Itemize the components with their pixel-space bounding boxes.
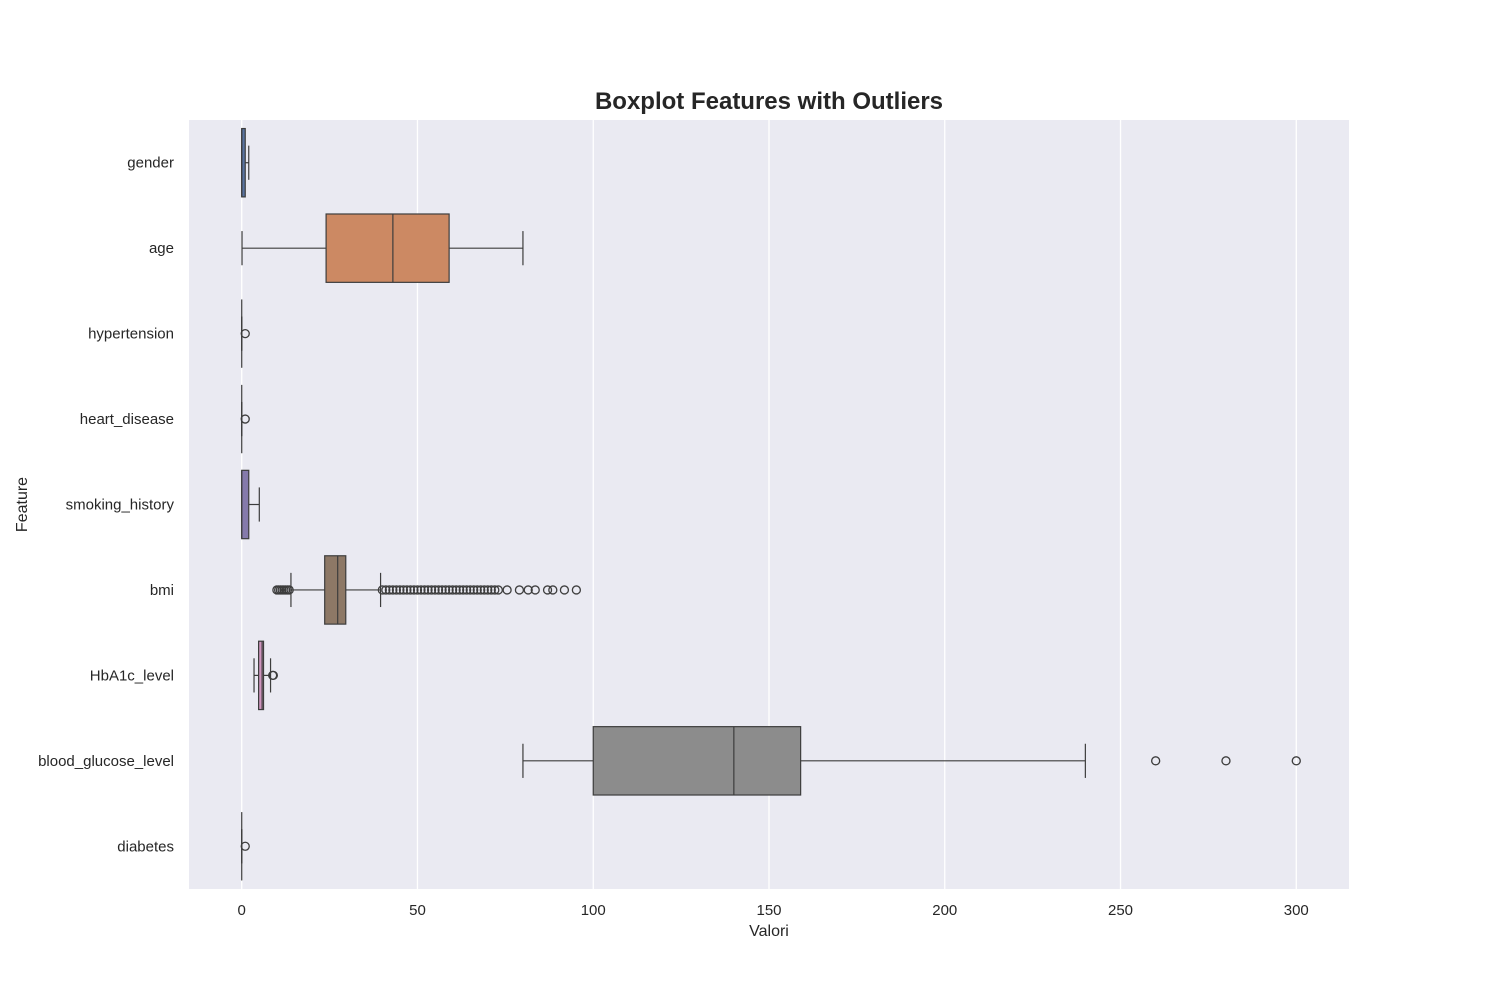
outlier-point — [1221, 756, 1231, 766]
box-blood-glucose-level — [522, 726, 1301, 796]
x-tick-label: 50 — [409, 902, 426, 919]
box-gender — [241, 127, 250, 198]
box-age — [241, 213, 524, 283]
y-tick-label: hypertension — [88, 326, 174, 343]
box-hypertension — [240, 299, 250, 368]
outlier-point — [559, 585, 570, 595]
outlier-point — [493, 585, 503, 595]
box-iqr — [241, 469, 250, 540]
y-tick-label: blood_glucose_level — [38, 753, 174, 770]
box-iqr — [592, 726, 802, 796]
box-iqr — [258, 640, 265, 711]
outlier-point — [483, 585, 493, 595]
outlier-point — [416, 585, 426, 595]
outlier-point — [437, 585, 447, 595]
y-tick-label: diabetes — [117, 838, 174, 855]
outlier-point — [514, 585, 525, 595]
outlier-point — [268, 670, 279, 681]
y-tick-label: gender — [127, 155, 174, 172]
outlier-point — [391, 585, 402, 595]
outlier-point — [412, 585, 423, 595]
outlier-point — [398, 585, 409, 595]
outlier-point — [1291, 756, 1301, 766]
outlier-point — [284, 585, 294, 595]
outlier-point — [548, 585, 558, 595]
outlier-point — [458, 585, 468, 595]
outlier-point — [571, 585, 582, 595]
outlier-point — [240, 841, 250, 851]
x-tick-label: 250 — [1108, 902, 1133, 919]
box-iqr — [324, 555, 347, 625]
y-tick-label: bmi — [150, 582, 174, 599]
outlier-point — [451, 585, 461, 595]
outlier-point — [423, 585, 433, 595]
outlier-point — [384, 585, 395, 595]
y-tick-label: smoking_history — [66, 497, 175, 514]
x-tick-label: 150 — [756, 902, 781, 919]
box-iqr — [325, 213, 450, 283]
outlier-point — [502, 585, 512, 595]
outlier-point — [479, 585, 489, 595]
outlier-point — [542, 585, 553, 595]
outlier-point — [490, 585, 500, 595]
outlier-point — [405, 585, 416, 595]
x-tick-label: 200 — [932, 902, 957, 919]
x-tick-label: 300 — [1284, 902, 1309, 919]
y-tick-label: age — [149, 240, 174, 257]
outlier-point — [472, 585, 482, 595]
x-tick-label: 0 — [238, 902, 246, 919]
y-tick-label: HbA1c_level — [90, 667, 174, 684]
outlier-point — [426, 585, 437, 595]
x-axis-label: Valori — [749, 923, 789, 940]
box-bmi — [272, 555, 582, 625]
outlier-point — [409, 585, 419, 595]
outlier-point — [377, 585, 387, 595]
outlier-point — [469, 585, 479, 595]
box-diabetes — [240, 812, 250, 881]
outlier-point — [1151, 756, 1161, 766]
outlier-point — [444, 585, 454, 595]
y-tick-label: heart_disease — [80, 411, 174, 428]
chart-title: Boxplot Features with Outliers — [594, 88, 944, 115]
outlier-point — [476, 585, 486, 595]
outlier-point — [433, 585, 444, 595]
box-heart-disease — [240, 384, 250, 454]
box-smoking-history — [241, 469, 260, 540]
x-tick-label: 100 — [581, 902, 606, 919]
outlier-point — [440, 585, 451, 595]
outlier-point — [486, 585, 496, 595]
outlier-point — [395, 585, 405, 595]
outlier-point — [462, 585, 472, 595]
outlier-point — [523, 585, 533, 595]
box-hba1c-level — [253, 640, 279, 711]
outlier-point — [447, 585, 458, 595]
outlier-point — [402, 585, 412, 595]
y-axis-ticks: gender age hypertension heart_diseasesmokin… — [38, 155, 174, 856]
outlier-point — [455, 585, 465, 595]
outlier-point — [388, 585, 398, 595]
outlier-point — [381, 585, 391, 595]
outlier-point — [530, 585, 540, 595]
y-axis-label: Feature — [14, 477, 31, 532]
x-axis-ticks: 0 50 100 150 200 250 300 — [238, 902, 1309, 919]
outlier-point — [240, 328, 250, 339]
box-series — [240, 127, 1301, 881]
outlier-point — [465, 585, 475, 595]
outlier-point — [419, 585, 430, 595]
outlier-point — [430, 585, 440, 595]
outlier-point — [240, 414, 250, 424]
